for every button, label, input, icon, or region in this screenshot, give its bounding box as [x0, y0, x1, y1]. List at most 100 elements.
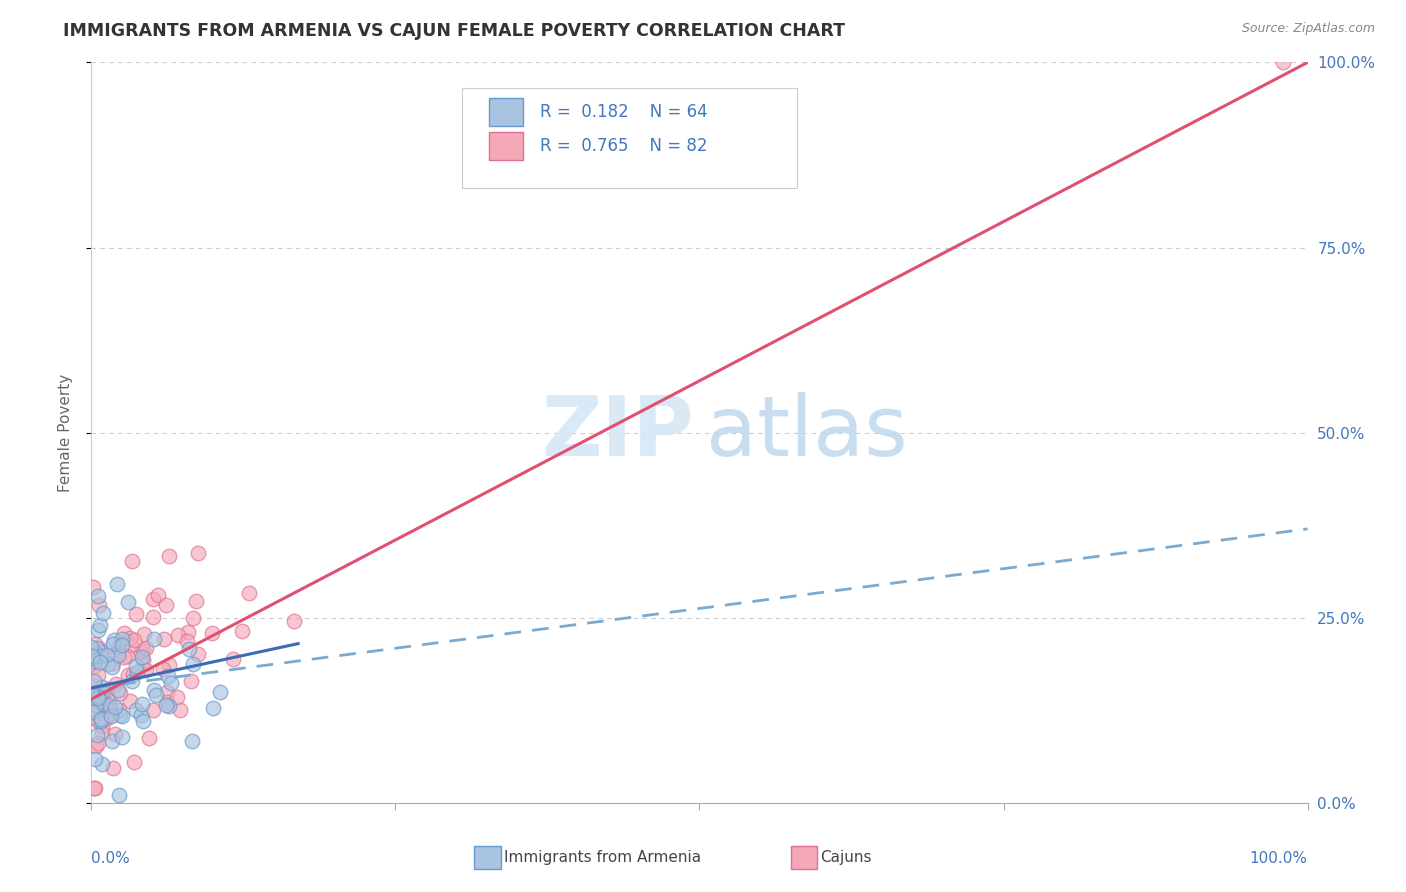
Point: [111, 709, 134, 723]
Point: [89, 598, 111, 612]
Point: [1272, 55, 1295, 70]
Point: [86, 589, 108, 603]
Point: [89, 618, 111, 632]
FancyBboxPatch shape: [463, 88, 797, 188]
Point: [87, 689, 110, 703]
Point: [87, 668, 110, 682]
FancyBboxPatch shape: [489, 132, 523, 161]
Point: [82, 580, 104, 594]
Point: [181, 657, 204, 671]
Point: [82, 706, 104, 720]
Point: [121, 554, 143, 568]
Point: [82, 709, 104, 723]
Point: [108, 789, 131, 803]
Point: [91, 726, 114, 740]
Point: [135, 640, 157, 655]
Point: [91, 645, 114, 659]
Point: [90, 714, 112, 729]
Point: [124, 703, 146, 717]
Point: [120, 694, 142, 708]
Text: 0.0%: 0.0%: [91, 851, 131, 866]
Point: [103, 637, 125, 651]
Point: [222, 652, 245, 666]
Point: [142, 703, 165, 717]
Point: [83, 673, 105, 688]
Text: Cajuns: Cajuns: [820, 850, 872, 865]
Point: [122, 633, 145, 648]
Text: R =  0.765    N = 82: R = 0.765 N = 82: [540, 137, 707, 155]
Point: [96, 711, 118, 725]
Text: Immigrants from Armenia: Immigrants from Armenia: [503, 850, 700, 865]
Point: [89, 655, 111, 669]
Point: [201, 626, 224, 640]
Point: [176, 633, 198, 648]
Point: [93, 695, 115, 709]
Point: [97, 700, 120, 714]
Point: [82, 648, 104, 663]
Point: [83, 690, 105, 705]
Point: [97, 707, 120, 722]
Point: [83, 679, 105, 693]
Point: [87, 693, 110, 707]
Point: [107, 640, 129, 655]
Point: [129, 708, 152, 723]
Point: [107, 648, 129, 663]
FancyBboxPatch shape: [790, 846, 817, 870]
Point: [93, 698, 115, 713]
Point: [132, 714, 155, 728]
Point: [96, 648, 118, 663]
Point: [98, 698, 121, 713]
Point: [177, 625, 200, 640]
Point: [157, 549, 180, 563]
Point: [129, 645, 152, 659]
Point: [127, 665, 149, 680]
Point: [101, 761, 124, 775]
Point: [184, 593, 207, 607]
Point: [155, 598, 177, 612]
Text: R =  0.182    N = 64: R = 0.182 N = 64: [540, 103, 707, 121]
Text: Source: ZipAtlas.com: Source: ZipAtlas.com: [1241, 22, 1375, 36]
Point: [142, 609, 165, 624]
Point: [108, 703, 131, 717]
Point: [80, 684, 103, 698]
Point: [157, 657, 180, 672]
Point: [160, 676, 183, 690]
Point: [152, 662, 174, 676]
Point: [105, 577, 128, 591]
Point: [111, 639, 134, 653]
Point: [110, 632, 132, 646]
Point: [112, 626, 135, 640]
Text: atlas: atlas: [706, 392, 907, 473]
Point: [187, 546, 209, 560]
Point: [83, 654, 105, 668]
Point: [131, 698, 153, 712]
Point: [121, 674, 143, 689]
Point: [231, 624, 253, 638]
Point: [166, 690, 188, 705]
Point: [156, 685, 179, 699]
Point: [112, 649, 135, 664]
Point: [80, 640, 103, 654]
Point: [91, 685, 114, 699]
Point: [156, 669, 179, 683]
Point: [169, 703, 191, 717]
Point: [121, 638, 143, 652]
Point: [86, 641, 108, 656]
FancyBboxPatch shape: [489, 98, 523, 126]
Point: [111, 730, 134, 744]
Point: [87, 690, 110, 705]
Point: [87, 694, 110, 708]
Point: [146, 588, 169, 602]
Point: [135, 663, 157, 677]
Point: [87, 624, 110, 638]
Point: [125, 659, 148, 673]
Point: [142, 591, 165, 606]
Text: ZIP: ZIP: [541, 392, 693, 473]
Point: [83, 659, 105, 673]
Point: [156, 695, 179, 709]
Point: [138, 731, 160, 746]
Point: [115, 648, 138, 663]
Point: [201, 700, 224, 714]
Point: [93, 607, 115, 621]
Point: [97, 657, 120, 672]
